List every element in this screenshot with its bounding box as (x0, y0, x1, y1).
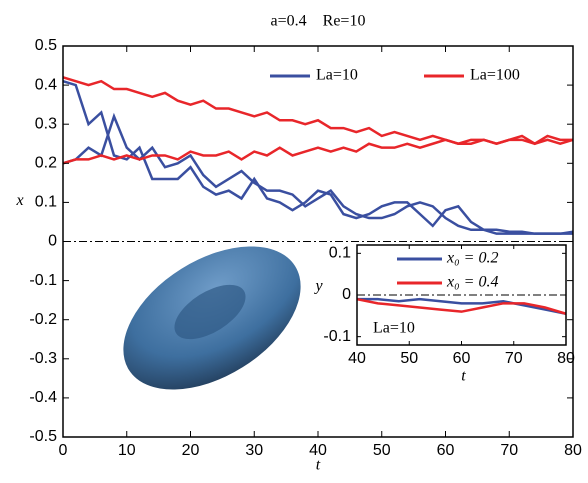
x-tick-label: 40 (348, 350, 366, 367)
x-tick-label: 10 (118, 442, 136, 459)
x-axis-label: t (316, 457, 321, 474)
y-tick-label: -0.1 (29, 272, 57, 289)
y-tick-label: -0.2 (29, 311, 57, 328)
chart-title: a=0.4 Re=10 (271, 13, 366, 30)
y-tick-label: 0.2 (35, 155, 57, 172)
x-tick-label: 80 (564, 442, 582, 459)
legend-label: La=100 (470, 67, 520, 84)
legend-label: x₀ = 0.2 (446, 250, 498, 267)
y-axis-label: y (313, 278, 323, 295)
series-line (62, 79, 574, 235)
annotation: La=10 (373, 320, 415, 337)
series-line (357, 297, 567, 315)
x-tick-label: 70 (505, 350, 523, 367)
x-tick-label: 60 (437, 442, 455, 459)
y-axis-label: x (15, 192, 23, 209)
x-tick-label: 0 (59, 442, 68, 459)
cell-image (123, 246, 301, 390)
y-tick-label: -0.4 (29, 389, 57, 406)
x-axis-label: t (461, 368, 466, 385)
series-line (62, 76, 574, 146)
series-line (62, 112, 573, 235)
x-tick-label: 40 (309, 442, 327, 459)
y-tick-label: 0 (48, 233, 57, 250)
y-tick-label: 0.1 (35, 194, 57, 211)
x-tick-label: 50 (400, 350, 418, 367)
series-line (62, 134, 573, 165)
x-tick-label: 30 (245, 442, 263, 459)
y-tick-label: 0 (342, 286, 351, 303)
y-tick-label: 0.4 (35, 76, 57, 93)
y-tick-label: 0.5 (35, 37, 57, 54)
y-tick-label: 0.3 (35, 115, 57, 132)
y-tick-label: 0.1 (329, 245, 351, 262)
y-tick-label: -0.5 (29, 428, 57, 445)
legend-label: x₀ = 0.4 (446, 274, 498, 291)
x-tick-label: 80 (557, 350, 575, 367)
x-tick-label: 20 (182, 442, 200, 459)
x-tick-label: 70 (500, 442, 518, 459)
series-line (356, 297, 567, 315)
y-tick-label: -0.1 (323, 328, 351, 345)
x-tick-label: 60 (453, 350, 471, 367)
legend-label: La=10 (316, 67, 358, 84)
y-tick-label: -0.3 (29, 350, 57, 367)
x-tick-label: 50 (373, 442, 391, 459)
